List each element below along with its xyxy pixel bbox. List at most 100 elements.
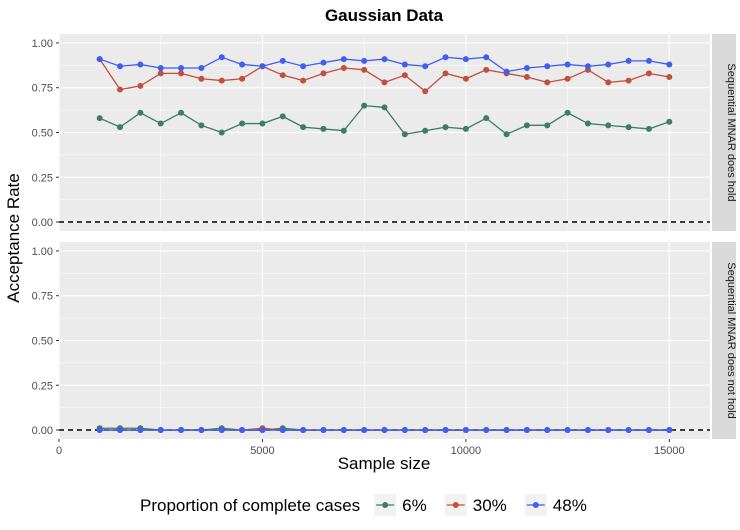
data-point [503, 427, 510, 434]
facet-panels: 0.00 0.25 0.50 0.75 1.00 Sequential MNAR does… [32, 34, 737, 457]
data-point [300, 77, 307, 84]
y-tick-label: 0.75 [32, 291, 53, 303]
data-point [422, 427, 429, 434]
data-point [564, 427, 571, 434]
data-point [239, 61, 246, 68]
data-point [645, 125, 652, 132]
data-point [218, 77, 225, 84]
data-point [422, 63, 429, 70]
data-point [401, 427, 408, 434]
data-point [401, 131, 408, 138]
data-point [503, 68, 510, 75]
data-point [320, 125, 327, 132]
data-point [666, 73, 673, 80]
data-point [96, 56, 103, 63]
data-point [178, 70, 185, 77]
legend-key-point [382, 502, 389, 508]
data-point [361, 102, 368, 109]
x-tick-label: 10000 [451, 445, 482, 457]
x-axis-title: Sample size [338, 454, 431, 473]
data-point [381, 79, 388, 86]
legend-title: Proportion of complete cases [140, 496, 360, 515]
x-tick-label: 15000 [654, 445, 685, 457]
facet-strip [712, 242, 736, 439]
y-tick-label: 1.00 [32, 246, 53, 258]
data-point [564, 109, 571, 116]
legend-label: 30% [473, 496, 507, 515]
data-point [259, 427, 266, 434]
data-point [483, 66, 490, 73]
y-tick-label: 1.00 [32, 38, 53, 50]
data-point [137, 61, 144, 68]
data-point [605, 122, 612, 129]
data-point [442, 54, 449, 61]
facet-strip [712, 34, 736, 231]
data-point [279, 113, 286, 120]
data-point [544, 427, 551, 434]
data-point [625, 124, 632, 131]
data-point [279, 57, 286, 64]
panel-1: 0.00 0.25 0.50 0.75 1.00 Sequential MNAR does… [32, 34, 737, 231]
y-tick-label: 0.25 [32, 172, 53, 184]
y-tick-label: 0.00 [32, 425, 53, 437]
data-point [218, 54, 225, 61]
series-30 [96, 56, 673, 95]
data-point [96, 427, 103, 434]
data-point [544, 79, 551, 86]
data-point [178, 427, 185, 434]
data-point [523, 65, 530, 72]
legend-item-30: 30% [444, 494, 507, 516]
data-point [462, 56, 469, 63]
data-point [666, 427, 673, 434]
data-point [401, 72, 408, 79]
data-point [218, 427, 225, 434]
data-point [259, 120, 266, 127]
data-point [442, 70, 449, 77]
data-point [625, 57, 632, 64]
data-point [462, 75, 469, 82]
data-point [645, 427, 652, 434]
y-tick-label: 0.00 [32, 217, 53, 229]
data-point [361, 66, 368, 73]
data-point [320, 427, 327, 434]
data-point [544, 122, 551, 129]
data-point [340, 427, 347, 434]
data-point [239, 75, 246, 82]
data-point [605, 79, 612, 86]
data-point [483, 54, 490, 61]
data-point [300, 63, 307, 70]
data-point [584, 427, 591, 434]
chart-title: Gaussian Data [325, 6, 444, 25]
data-point [96, 115, 103, 122]
data-point [137, 109, 144, 116]
data-point [340, 127, 347, 134]
y-tick-label: 0.50 [32, 128, 53, 140]
data-point [544, 63, 551, 70]
legend-label: 48% [553, 496, 587, 515]
data-point [137, 82, 144, 89]
data-point [584, 63, 591, 70]
data-point [218, 129, 225, 136]
data-point [483, 427, 490, 434]
data-point [422, 127, 429, 134]
data-point [462, 125, 469, 132]
data-point [645, 57, 652, 64]
data-point [666, 118, 673, 125]
series-48 [96, 54, 673, 75]
facet-strip-label: Sequential MNAR does not hold [725, 262, 737, 419]
data-point [605, 427, 612, 434]
data-point [279, 72, 286, 79]
data-point [523, 427, 530, 434]
data-point [523, 73, 530, 80]
data-point [178, 109, 185, 116]
data-point [157, 427, 164, 434]
x-tick-label: 0 [56, 445, 62, 457]
data-point [381, 427, 388, 434]
data-point [645, 70, 652, 77]
data-point [442, 427, 449, 434]
data-point [340, 65, 347, 72]
facet-strip-label: Sequential MNAR does hold [725, 63, 737, 201]
legend: Proportion of complete cases 6% 30% 48% [140, 494, 587, 516]
legend-item-6: 6% [374, 494, 427, 516]
